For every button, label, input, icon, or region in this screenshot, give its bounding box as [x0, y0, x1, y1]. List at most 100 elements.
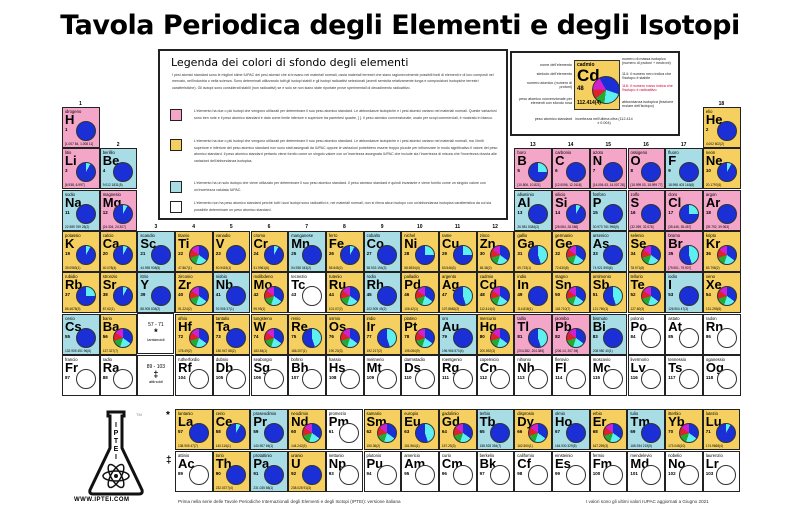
element-name: scandio [140, 232, 155, 238]
element-name: titanio [178, 232, 190, 238]
key-label-symbol: simbolo dell'elemento [536, 72, 572, 76]
isotope-pie-icon [339, 423, 360, 443]
element-name: antimonio [592, 274, 611, 280]
element-symbol: Po [630, 318, 648, 334]
element-name: americio [404, 453, 421, 458]
element-symbol: Al [517, 194, 531, 210]
element-name: argon [705, 191, 717, 197]
element-name: renio [291, 315, 301, 321]
atomic-number: 91 [253, 471, 259, 476]
element-cell-ar: argon Ar 18 [39.792, 39.963] [702, 189, 741, 231]
atomic-weight: 102.905 49(2) [366, 307, 387, 312]
atomic-number: 47 [442, 292, 448, 298]
group-number: 4 [192, 224, 195, 230]
element-name: bromo [668, 232, 681, 238]
atomic-number: 107 [291, 374, 299, 380]
atomic-weight: 95.95(1) [253, 307, 266, 312]
atomic-number: 90 [215, 471, 221, 476]
atomic-weight: 107.8682(2) [442, 307, 460, 312]
isotope-pie-icon [301, 327, 322, 348]
element-name: hassio [328, 356, 341, 362]
element-symbol: Ta [215, 318, 231, 334]
element-name: samario [366, 411, 382, 416]
atomic-number: 114 [555, 374, 563, 380]
lanthanides-placeholder: 57 - 71 * lantanoidi [137, 313, 175, 354]
key-label-abundance: abbondanza isotopica (frazione molare de… [622, 100, 674, 109]
atomic-number: 22 [178, 250, 184, 256]
atomic-number: 7 [592, 168, 596, 174]
element-symbol: Ir [366, 318, 376, 334]
element-name: potassio [65, 232, 81, 238]
element-symbol: B [517, 153, 527, 169]
atomic-number: 82 [555, 333, 561, 339]
isotope-pie-icon [75, 203, 96, 224]
isotope-pie-icon [301, 286, 322, 307]
atomic-weight: 158.925 354(7) [479, 444, 502, 448]
element-cell-ta: tantalio Ta 73 180.947 88(2) [212, 313, 251, 355]
atomic-number: 70 [668, 429, 674, 434]
element-name: elio [705, 109, 713, 114]
atomic-number: 116 [630, 374, 638, 380]
atomic-number: 10 [705, 168, 711, 174]
isotope-pie-icon [490, 368, 511, 389]
element-cell-am: americio Am 95 [401, 451, 439, 492]
element-name: germanio [555, 232, 573, 238]
element-name: olmio [555, 411, 566, 416]
atomic-number: 5 [517, 168, 520, 174]
element-name: polonio [630, 315, 645, 321]
element-cell-al: alluminio Al 13 26.981 5384(3) [514, 189, 553, 231]
atomic-weight: 112.414(4) [479, 307, 495, 312]
element-cell-fe: ferro Fe 26 55.845(2) [325, 230, 364, 272]
element-symbol: Tc [291, 277, 306, 293]
footer-right: I valori sono gli ultimi valori IUPAC ag… [586, 499, 709, 504]
atomic-number: 23 [215, 250, 221, 256]
element-name: fosforo [592, 191, 606, 197]
key-element-weight: 112.414(4) [577, 100, 601, 106]
isotope-pie-icon [339, 327, 360, 348]
atomic-weight: 78.971(8) [630, 265, 645, 270]
element-name: tellurio [630, 274, 643, 280]
atomic-number: 11 [65, 209, 70, 215]
element-name: seaborgio [253, 356, 272, 362]
atomic-weight: [79.901, 79.907] [668, 265, 692, 270]
atomic-weight: 83.798(2) [705, 265, 720, 270]
isotope-pie-icon [716, 423, 737, 443]
atomic-number: 102 [668, 471, 676, 476]
element-symbol: Rn [705, 318, 724, 334]
isotope-pie-icon [113, 162, 134, 183]
atomic-number: 74 [253, 333, 259, 339]
atomic-number: 62 [366, 429, 372, 434]
element-symbol: Ar [705, 194, 721, 210]
element-name: torio [215, 453, 224, 458]
atomic-number: 33 [592, 250, 598, 256]
element-cell-u: uranio U 92 238.028 91(3) [288, 451, 326, 492]
element-symbol: Te [630, 277, 645, 293]
isotope-pie-icon [678, 465, 699, 485]
isotope-pie-icon [527, 423, 548, 443]
atomic-weight: 58.933 194(3) [366, 265, 387, 270]
atomic-number: 108 [328, 374, 337, 380]
element-symbol: Ts [668, 359, 683, 375]
atomic-number: 17 [668, 209, 674, 215]
isotope-pie-icon [188, 327, 209, 348]
element-cell-ti: titanio Ti 22 47.867(1) [175, 230, 213, 272]
isotope-pie-icon [528, 327, 549, 348]
atomic-number: 109 [366, 374, 375, 380]
isotope-pie-icon [716, 121, 737, 141]
element-cell-db: dubnio Db 105 [212, 354, 251, 396]
element-symbol: Se [630, 235, 647, 251]
atomic-weight: 190.23(3) [328, 348, 343, 353]
atomic-number: 65 [479, 429, 485, 434]
isotope-pie-icon [113, 286, 134, 307]
isotope-pie-icon [528, 203, 549, 224]
svg-text:TM: TM [136, 412, 142, 417]
group-number: 7 [305, 224, 309, 230]
group-number: 2 [116, 142, 120, 148]
element-symbol: Er [592, 414, 607, 429]
double-dagger-marker: ‡ [153, 369, 159, 379]
atomic-number: 41 [215, 292, 221, 298]
group-number: 8 [343, 224, 346, 230]
element-name: stronzio [102, 274, 118, 280]
atomic-number: 42 [253, 292, 259, 298]
element-cell-cf: californio Cf 98 [514, 451, 552, 492]
